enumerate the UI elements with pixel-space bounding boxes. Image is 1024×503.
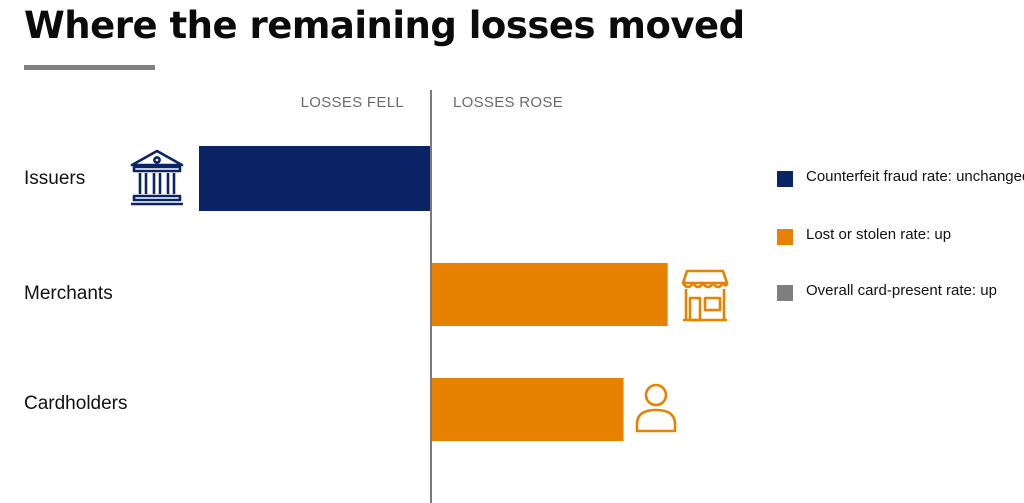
title-underline	[24, 65, 155, 70]
legend-label-lost-stolen: Lost or stolen rate: up	[806, 226, 952, 243]
storefront-icon	[681, 269, 729, 322]
legend-swatch-lost-stolen	[777, 229, 793, 245]
losses-fell-header: LOSSES FELL	[300, 94, 404, 111]
legend-label-counterfeit: Counterfeit fraud rate: unchanged	[806, 168, 1024, 185]
category-label-issuers: Issuers	[24, 168, 86, 189]
legend-swatch-counterfeit	[777, 171, 793, 187]
category-label-merchants: Merchants	[24, 283, 113, 304]
zero-axis-line	[430, 90, 432, 503]
losses-rose-header: LOSSES ROSE	[453, 94, 564, 111]
legend-swatch-card-present	[777, 285, 793, 301]
legend-label-card-present: Overall card-present rate: up	[806, 282, 997, 299]
person-icon	[635, 383, 677, 433]
chart-title: Where the remaining losses moved	[24, 4, 745, 47]
bank-icon	[130, 149, 184, 206]
bar-merchants	[431, 263, 668, 326]
category-label-cardholders: Cardholders	[24, 393, 128, 414]
bar-issuers	[199, 146, 431, 211]
bar-cardholders	[431, 378, 624, 441]
